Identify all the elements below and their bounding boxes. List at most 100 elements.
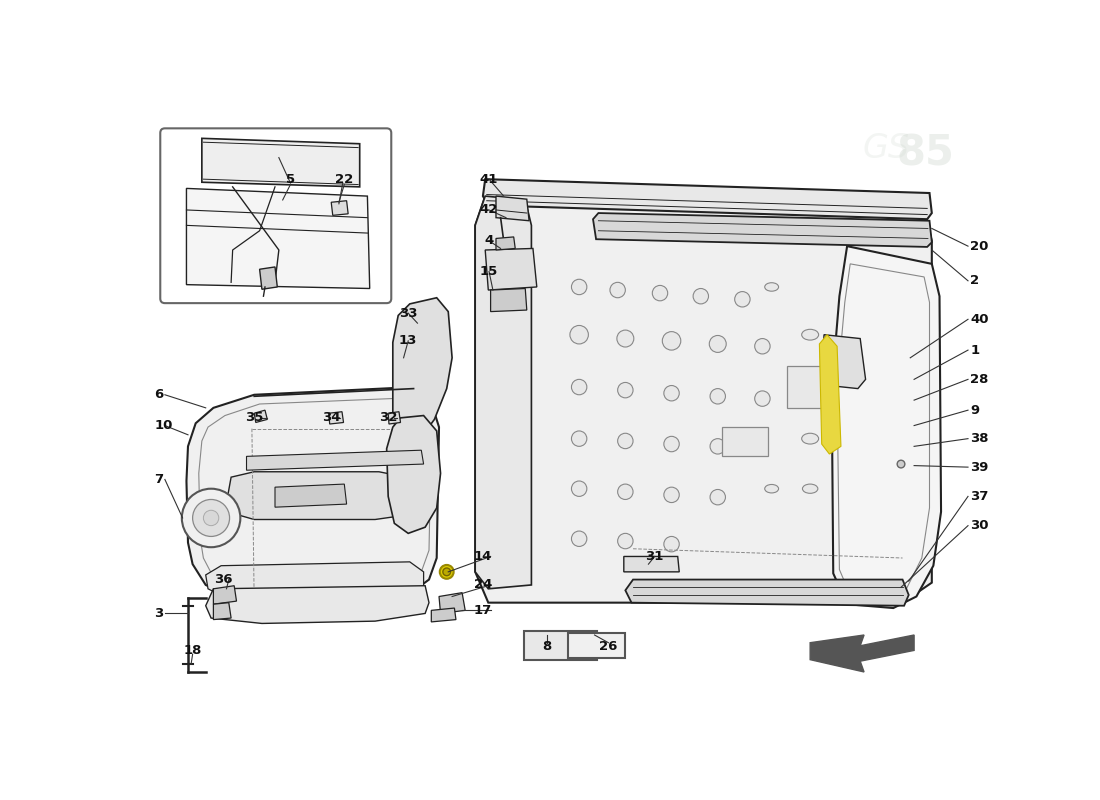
Polygon shape [475, 196, 531, 589]
Bar [568, 634, 625, 658]
Text: 35: 35 [245, 411, 263, 424]
Polygon shape [820, 334, 842, 454]
Ellipse shape [802, 330, 818, 340]
Text: 32: 32 [379, 411, 397, 424]
Circle shape [664, 487, 680, 502]
Polygon shape [475, 196, 932, 602]
Text: 34: 34 [322, 411, 341, 424]
Text: 9: 9 [970, 404, 979, 417]
Ellipse shape [802, 484, 818, 494]
Polygon shape [387, 415, 440, 534]
Circle shape [711, 490, 726, 505]
Text: 20: 20 [970, 240, 989, 253]
Circle shape [618, 382, 634, 398]
Text: 6: 6 [154, 388, 164, 402]
Circle shape [609, 282, 626, 298]
Circle shape [664, 537, 680, 552]
Circle shape [664, 386, 680, 401]
Polygon shape [275, 484, 346, 507]
Text: 3: 3 [154, 607, 163, 620]
Text: 30: 30 [970, 519, 989, 532]
Circle shape [618, 484, 634, 499]
Polygon shape [206, 562, 424, 597]
Text: 85: 85 [896, 133, 955, 174]
Circle shape [798, 394, 811, 408]
Polygon shape [483, 179, 932, 219]
Circle shape [652, 286, 668, 301]
Text: GS: GS [862, 132, 909, 165]
Text: 17: 17 [474, 604, 492, 617]
Text: 10: 10 [154, 419, 173, 432]
Text: 37: 37 [970, 490, 989, 503]
Ellipse shape [802, 375, 818, 386]
Circle shape [710, 335, 726, 353]
Circle shape [735, 291, 750, 307]
Circle shape [662, 332, 681, 350]
Polygon shape [186, 188, 370, 289]
Circle shape [693, 289, 708, 304]
Polygon shape [393, 298, 452, 442]
Polygon shape [810, 635, 914, 672]
Text: 33: 33 [399, 306, 418, 320]
Polygon shape [496, 237, 515, 250]
Bar [788, 366, 822, 408]
Circle shape [570, 326, 589, 344]
Text: a passion for
automobiles: a passion for automobiles [512, 418, 724, 529]
Polygon shape [388, 412, 400, 424]
Polygon shape [496, 196, 529, 221]
Text: 40: 40 [970, 313, 989, 326]
Text: 41: 41 [480, 173, 498, 186]
Polygon shape [213, 602, 231, 619]
Circle shape [192, 499, 230, 537]
Polygon shape [254, 410, 267, 422]
Polygon shape [431, 608, 455, 622]
Circle shape [443, 568, 451, 576]
Circle shape [618, 434, 634, 449]
Polygon shape [331, 201, 348, 215]
Circle shape [755, 391, 770, 406]
Text: 39: 39 [970, 461, 989, 474]
Polygon shape [202, 138, 360, 187]
Bar [722, 427, 768, 456]
Polygon shape [625, 579, 909, 606]
Circle shape [440, 565, 453, 578]
Circle shape [572, 379, 587, 394]
Text: 18: 18 [184, 644, 201, 657]
Polygon shape [624, 557, 680, 572]
Text: 31: 31 [646, 550, 663, 563]
Polygon shape [329, 412, 343, 424]
Polygon shape [491, 289, 527, 312]
Circle shape [711, 389, 726, 404]
Text: 7: 7 [154, 473, 163, 486]
Text: 4: 4 [484, 234, 494, 247]
Text: 13: 13 [399, 334, 417, 347]
Circle shape [618, 534, 634, 549]
Text: 42: 42 [480, 203, 498, 217]
Polygon shape [206, 586, 429, 623]
Ellipse shape [764, 485, 779, 493]
Text: 26: 26 [600, 640, 617, 653]
Circle shape [572, 481, 587, 496]
Polygon shape [822, 334, 866, 389]
Text: 5: 5 [286, 173, 295, 186]
Polygon shape [213, 586, 236, 604]
Ellipse shape [764, 282, 779, 291]
Circle shape [204, 510, 219, 526]
Bar [524, 631, 597, 661]
Circle shape [617, 330, 634, 347]
Ellipse shape [802, 434, 818, 444]
Polygon shape [186, 387, 439, 604]
Text: 2: 2 [970, 274, 979, 287]
Polygon shape [832, 246, 942, 608]
Circle shape [711, 438, 726, 454]
Circle shape [572, 531, 587, 546]
Circle shape [755, 338, 770, 354]
Text: 36: 36 [214, 573, 233, 586]
Polygon shape [227, 472, 408, 519]
Circle shape [572, 279, 587, 294]
Text: 15: 15 [480, 265, 498, 278]
Circle shape [182, 489, 240, 547]
Polygon shape [593, 213, 932, 247]
Text: 14: 14 [474, 550, 492, 563]
Polygon shape [485, 249, 537, 290]
